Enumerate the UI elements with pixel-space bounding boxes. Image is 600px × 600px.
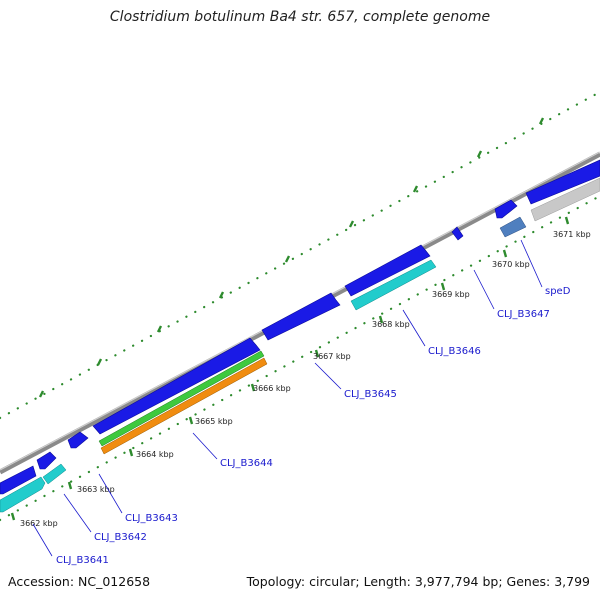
gene-forward[interactable] xyxy=(0,465,37,495)
genome-summary-text: Topology: circular; Length: 3,977,794 bp… xyxy=(246,574,590,589)
gene-labels: CLJ_B3641 CLJ_B3642 CLJ_B3643 CLJ_B3644 … xyxy=(56,286,571,566)
gene-label-clj-b3647[interactable]: CLJ_B3647 xyxy=(497,309,550,320)
outer-tick-ring-major xyxy=(38,117,545,398)
kbp-label: 3665 kbp xyxy=(195,417,233,426)
forward-strand-genes xyxy=(0,159,600,495)
kbp-label: 3667 kbp xyxy=(313,352,351,361)
gene-label-clj-b3646[interactable]: CLJ_B3646 xyxy=(428,346,481,357)
gene-grey-feature[interactable] xyxy=(530,177,600,222)
kbp-label: 3666 kbp xyxy=(253,384,291,393)
gene-reverse[interactable] xyxy=(350,259,437,311)
rna-feature-green[interactable] xyxy=(98,350,265,447)
gene-forward[interactable] xyxy=(525,159,600,205)
map-title: Clostridium botulinum Ba4 str. 657, comp… xyxy=(109,9,491,25)
kbp-label: 3670 kbp xyxy=(492,260,530,269)
gene-reverse[interactable] xyxy=(0,476,46,513)
kbp-label: 3663 kbp xyxy=(77,485,115,494)
kbp-label: 3671 kbp xyxy=(553,230,591,239)
gene-label-clj-b3642[interactable]: CLJ_B3642 xyxy=(94,532,147,543)
gene-forward[interactable] xyxy=(494,199,518,219)
inner-tick-ring xyxy=(0,194,600,522)
gene-forward[interactable] xyxy=(344,244,431,297)
label-leaders xyxy=(32,239,543,557)
accession-text: Accession: NC_012658 xyxy=(8,574,151,589)
gene-label-clj-b3645[interactable]: CLJ_B3645 xyxy=(344,389,397,400)
gene-reverse[interactable] xyxy=(42,463,67,485)
kbp-label: 3662 kbp xyxy=(20,519,58,528)
gene-forward[interactable] xyxy=(92,337,261,435)
rna-feature-orange[interactable] xyxy=(100,357,268,455)
gene-forward[interactable] xyxy=(451,226,464,241)
gene-label-clj-b3643[interactable]: CLJ_B3643 xyxy=(125,513,178,524)
gene-label-clj-b3644[interactable]: CLJ_B3644 xyxy=(220,458,273,469)
inner-tick-ring-major xyxy=(10,216,570,521)
kbp-label: 3669 kbp xyxy=(432,290,470,299)
gene-label-clj-b3641[interactable]: CLJ_B3641 xyxy=(56,555,109,566)
kbp-label: 3668 kbp xyxy=(372,320,410,329)
kbp-tick-labels: 3662 kbp 3663 kbp 3664 kbp 3665 kbp 3666… xyxy=(20,230,591,528)
outer-tick-ring xyxy=(0,90,600,420)
gene-selected-spe[interactable] xyxy=(499,216,527,238)
gene-forward[interactable] xyxy=(36,451,57,470)
gene-forward[interactable] xyxy=(67,431,89,449)
gene-forward[interactable] xyxy=(261,292,341,341)
gene-label-sped[interactable]: speD xyxy=(545,286,571,297)
reverse-strand-genes xyxy=(0,259,437,513)
kbp-label: 3664 kbp xyxy=(136,450,174,459)
